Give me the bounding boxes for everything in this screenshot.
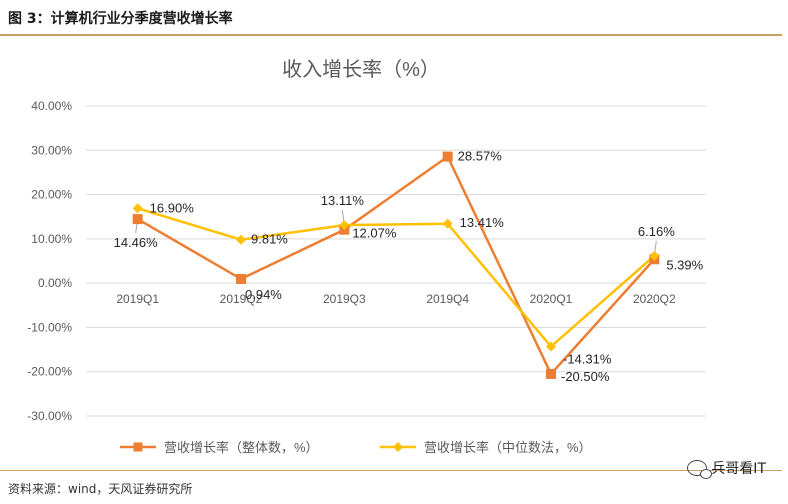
x-axis-ticks: 2019Q1 2019Q2 2019Q3 2019Q4 2020Q1 2020Q2 [116, 292, 676, 306]
data-point [546, 368, 556, 379]
data-label: 13.11% [321, 193, 365, 208]
y-tick-label: 0.00% [38, 276, 72, 290]
data-label: 28.57% [458, 149, 503, 164]
x-tick-label: 2019Q2 [220, 292, 263, 306]
data-label: 6.16% [638, 224, 675, 239]
legend-label: 营收增长率（中位数法，%） [424, 440, 592, 455]
data-label: 5.39% [666, 257, 703, 272]
y-axis-ticks: 40.00% 30.00% 20.00% 10.00% 0.00% -10.00% -20.… [27, 99, 72, 423]
y-tick-label: -30.00% [27, 409, 72, 423]
revenue-growth-chart: 收入增长率（%） 40.00% 30.00% 20.00% 10.00% 0.00% -1… [27, 58, 706, 455]
legend-label: 营收增长率（整体数，%） [164, 440, 319, 455]
legend-marker [393, 442, 403, 452]
x-tick-label: 2020Q2 [633, 292, 676, 306]
x-tick-label: 2019Q1 [116, 292, 159, 306]
legend: 营收增长率（整体数，%） 营收增长率（中位数法，%） [120, 440, 592, 455]
data-point [442, 151, 453, 162]
data-label: 0.94% [245, 287, 282, 302]
data-labels: 14.46% 0.94% 12.07% 28.57% -20.50% 5.39% 16.90… [114, 149, 704, 384]
y-tick-label: -10.00% [27, 320, 72, 334]
data-label: 14.46% [114, 235, 159, 250]
x-tick-label: 2019Q3 [323, 292, 366, 306]
y-tick-label: 10.00% [31, 232, 72, 246]
y-tick-label: 30.00% [31, 143, 72, 157]
series-markers [132, 151, 660, 379]
bottom-divider [0, 470, 782, 471]
data-label: 13.41% [460, 215, 505, 230]
series-lines [137, 155, 656, 376]
data-point [339, 220, 350, 231]
source-note: 资料来源：wind，天风证券研究所 [8, 482, 193, 496]
top-divider [0, 34, 782, 36]
y-tick-label: 40.00% [31, 99, 72, 113]
grid-lines [86, 105, 706, 417]
data-label: 16.90% [150, 200, 195, 215]
legend-marker [133, 442, 143, 452]
x-tick-label: 2020Q1 [530, 292, 573, 306]
data-label: -20.50% [561, 369, 610, 384]
figure-title: 图 3：计算机行业分季度营收增长率 [8, 11, 233, 27]
data-point [236, 234, 246, 245]
series-line-1 [137, 155, 656, 376]
data-point [442, 218, 453, 229]
data-point [132, 203, 143, 214]
series-line-2 [137, 207, 656, 348]
y-tick-label: -20.00% [27, 365, 72, 379]
x-tick-label: 2019Q4 [426, 292, 469, 306]
data-label: 12.07% [352, 226, 397, 241]
watermark: 兵哥看IT [687, 458, 766, 479]
data-point [649, 250, 660, 261]
data-point [546, 341, 556, 352]
wechat-icon [687, 460, 713, 479]
y-tick-label: 20.00% [31, 188, 72, 202]
chart-title: 收入增长率（%） [282, 58, 440, 81]
data-point [132, 214, 143, 225]
data-label: 9.81% [251, 232, 288, 247]
data-point [236, 273, 246, 284]
data-label: -14.31% [563, 352, 612, 367]
watermark-text: 兵哥看IT [711, 461, 766, 477]
